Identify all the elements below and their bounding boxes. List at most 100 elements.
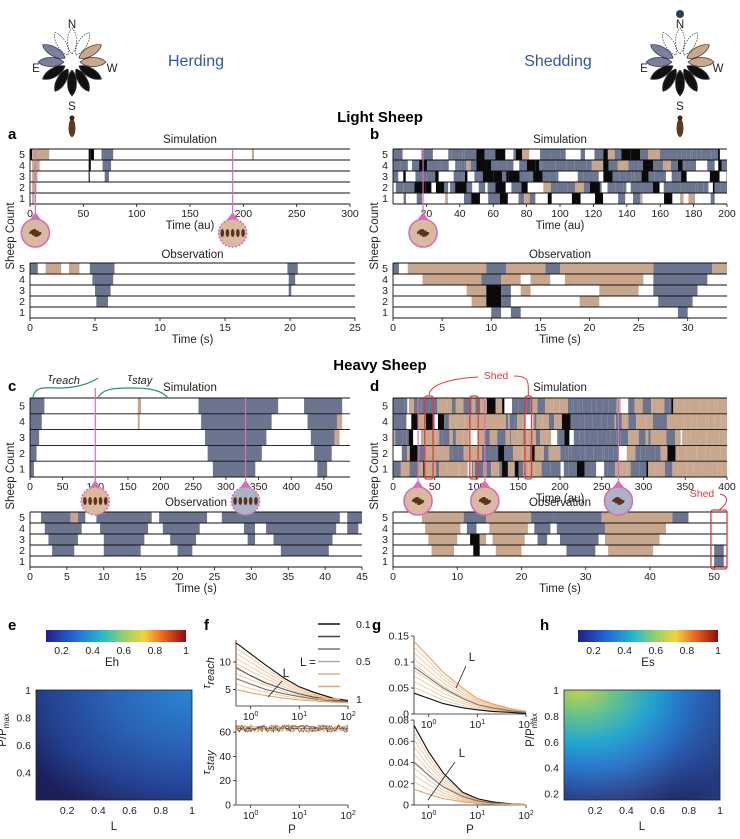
occupancy-bar xyxy=(663,160,669,171)
sheep-glyph xyxy=(478,496,486,503)
compass-petal xyxy=(42,44,66,59)
occupancy-bar xyxy=(452,429,456,446)
x-tick-label: 102 xyxy=(340,711,356,723)
occupancy-bar xyxy=(564,429,570,446)
occupancy-bar xyxy=(103,534,145,545)
occupancy-bar xyxy=(622,461,628,477)
occupancy-bar xyxy=(634,398,643,414)
x-tick-label: 0 xyxy=(27,481,33,493)
occupancy-bar xyxy=(30,263,38,274)
occupancy-bar xyxy=(506,160,514,171)
occupancy-bar xyxy=(418,461,424,477)
y-tick-label: 3 xyxy=(19,285,25,297)
occupancy-bar xyxy=(585,445,587,462)
colorbar-tick-label: 0.8 xyxy=(680,645,695,657)
occupancy-bar xyxy=(440,160,443,171)
occupancy-bar xyxy=(654,461,658,477)
occupancy-bar xyxy=(677,307,688,318)
sheep-glyph xyxy=(241,229,245,237)
chart-title: Observation xyxy=(529,249,591,261)
occupancy-bar xyxy=(486,461,492,477)
occupancy-bar xyxy=(393,160,401,171)
y-tick-label: 4 xyxy=(382,523,388,535)
x-tick-label: 25 xyxy=(349,322,361,334)
occupancy-bar xyxy=(593,171,598,182)
occupancy-bar xyxy=(714,545,724,556)
occupancy-bar xyxy=(449,461,459,477)
occupancy-bar xyxy=(713,429,720,446)
occupancy-bar xyxy=(426,171,436,182)
occupancy-bar xyxy=(723,413,726,430)
colorbar-tick-label: 0.6 xyxy=(648,645,663,657)
occupancy-bar xyxy=(477,429,485,446)
y-tick-label: 2 xyxy=(19,545,25,557)
x-tick-label: 20 xyxy=(516,571,528,583)
compass-n-label: N xyxy=(68,19,76,31)
y-axis-label: τreach xyxy=(201,657,217,689)
occupancy-bar xyxy=(475,461,484,477)
x-tick-label: 0 xyxy=(27,571,33,583)
panel-label-a: a xyxy=(8,126,17,143)
heatmap-surface xyxy=(36,690,192,800)
sheep-sampling-marker xyxy=(217,149,248,248)
occupancy-bar xyxy=(474,171,479,182)
occupancy-bar xyxy=(162,523,200,534)
occupancy-bar xyxy=(52,545,75,556)
occupancy-bar xyxy=(449,445,453,462)
shed-arrow xyxy=(513,375,529,397)
occupancy-bar xyxy=(573,429,576,446)
occupancy-bar xyxy=(543,182,551,193)
occupancy-bar xyxy=(534,429,536,446)
occupancy-bar xyxy=(243,523,256,534)
x-tick-label: 25 xyxy=(209,571,221,583)
occupancy-bar xyxy=(464,160,467,171)
occupancy-bar xyxy=(522,413,525,430)
occupancy-bar xyxy=(415,171,422,182)
occupancy-bar xyxy=(509,429,511,446)
occupancy-bar xyxy=(466,285,487,296)
heatmap-panel-h: 0.2 0.4 0.6 0.8 1 0.2 0.4 0.6 0.8 1 0.2 0.4 0.6 0.8 1 L… xyxy=(525,630,723,833)
occupancy-bar xyxy=(630,182,642,193)
occupancy-bar xyxy=(594,149,604,160)
occupancy-bar xyxy=(212,461,256,477)
occupancy-bar xyxy=(542,445,544,462)
occupancy-bar xyxy=(41,512,71,523)
occupancy-bar xyxy=(101,149,114,160)
occupancy-bar xyxy=(461,398,464,414)
direction-arrow xyxy=(455,665,467,689)
occupancy-bar xyxy=(481,274,502,285)
y-tick-label: 3 xyxy=(19,432,25,444)
occupancy-bar xyxy=(514,461,519,477)
y-tick-label: 4 xyxy=(19,416,25,428)
occupancy-bar xyxy=(96,512,152,523)
occupancy-bar xyxy=(713,149,718,160)
sheep-glyph xyxy=(612,496,620,503)
occupancy-bar xyxy=(247,534,256,545)
occupancy-bar xyxy=(720,182,727,193)
occupancy-bar xyxy=(439,429,443,446)
occupancy-bar xyxy=(714,413,721,430)
y-tick-label: 1 xyxy=(553,685,559,697)
occupancy-bar xyxy=(612,171,620,182)
y-tick-label: 40 xyxy=(219,751,231,763)
occupancy-bar xyxy=(473,545,480,556)
sheep-glyph xyxy=(98,497,103,505)
x-tick-base: 10 xyxy=(243,810,255,822)
occupancy-bar xyxy=(393,171,399,182)
x-tick-label: 10 xyxy=(485,322,497,334)
occupancy-bar xyxy=(401,445,408,462)
occupancy-bar xyxy=(255,512,340,523)
occupancy-bar xyxy=(671,160,678,171)
occupancy-bar xyxy=(416,193,423,204)
y-axis-label-sub: max xyxy=(530,713,539,728)
occupancy-bar xyxy=(543,445,549,462)
occupancy-bar xyxy=(564,274,644,285)
compass-petal xyxy=(650,44,674,59)
x-tick-label: 400 xyxy=(718,481,736,493)
occupancy-bar xyxy=(628,413,637,430)
occupancy-bar xyxy=(666,429,676,446)
occupancy-bar xyxy=(714,398,718,414)
